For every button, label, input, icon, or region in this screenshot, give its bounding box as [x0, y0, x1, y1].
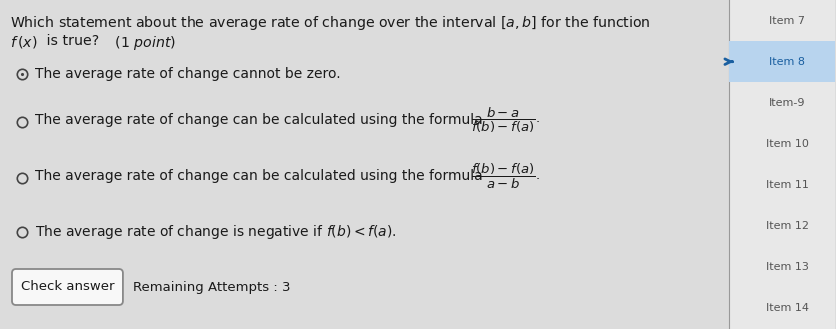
Text: The average rate of change is negative if $f(b) < f(a)$.: The average rate of change is negative i… — [35, 223, 396, 241]
Text: Item 7: Item 7 — [769, 15, 805, 26]
FancyBboxPatch shape — [729, 0, 835, 329]
Text: Which statement about the average rate of change over the interval $[a, b]$ for : Which statement about the average rate o… — [10, 14, 650, 32]
Text: $(1\ point)$: $(1\ point)$ — [110, 34, 176, 52]
Text: Item 12: Item 12 — [766, 221, 809, 231]
Text: $\dfrac{f(b)-f(a)}{a-b}$.: $\dfrac{f(b)-f(a)}{a-b}$. — [471, 162, 540, 190]
Text: Item 13: Item 13 — [766, 262, 808, 272]
Text: The average rate of change cannot be zero.: The average rate of change cannot be zer… — [35, 67, 340, 81]
Text: Remaining Attempts : 3: Remaining Attempts : 3 — [133, 281, 290, 293]
Text: Item 14: Item 14 — [766, 303, 809, 314]
Text: Check answer: Check answer — [21, 281, 115, 293]
Text: Item‑9: Item‑9 — [769, 98, 806, 108]
Text: $f\,(x)$: $f\,(x)$ — [10, 34, 38, 50]
Text: $\dfrac{b-a}{f(b)-f(a)}$.: $\dfrac{b-a}{f(b)-f(a)}$. — [471, 105, 540, 135]
Text: Item 10: Item 10 — [766, 139, 808, 149]
FancyBboxPatch shape — [729, 41, 835, 82]
Text: Item 8: Item 8 — [769, 57, 805, 67]
Text: Item 11: Item 11 — [766, 180, 808, 190]
FancyBboxPatch shape — [12, 269, 123, 305]
Text: The average rate of change can be calculated using the formula: The average rate of change can be calcul… — [35, 113, 482, 127]
Text: The average rate of change can be calculated using the formula: The average rate of change can be calcul… — [35, 169, 482, 183]
Text: is true?: is true? — [42, 34, 99, 48]
